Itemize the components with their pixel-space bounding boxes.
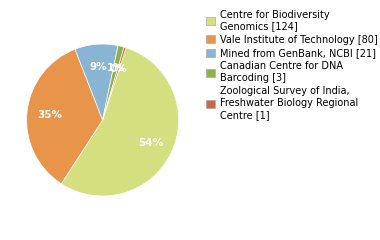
Text: 54%: 54%	[138, 138, 163, 148]
Text: 0%: 0%	[109, 64, 127, 74]
Text: 35%: 35%	[37, 110, 62, 120]
Wedge shape	[27, 49, 103, 184]
Wedge shape	[75, 44, 118, 120]
Text: 1%: 1%	[107, 63, 124, 73]
Wedge shape	[103, 46, 124, 120]
Wedge shape	[103, 47, 126, 120]
Legend: Centre for Biodiversity
Genomics [124], Vale Institute of Technology [80], Mined: Centre for Biodiversity Genomics [124], …	[206, 10, 378, 120]
Text: 9%: 9%	[89, 62, 107, 72]
Wedge shape	[61, 48, 179, 196]
